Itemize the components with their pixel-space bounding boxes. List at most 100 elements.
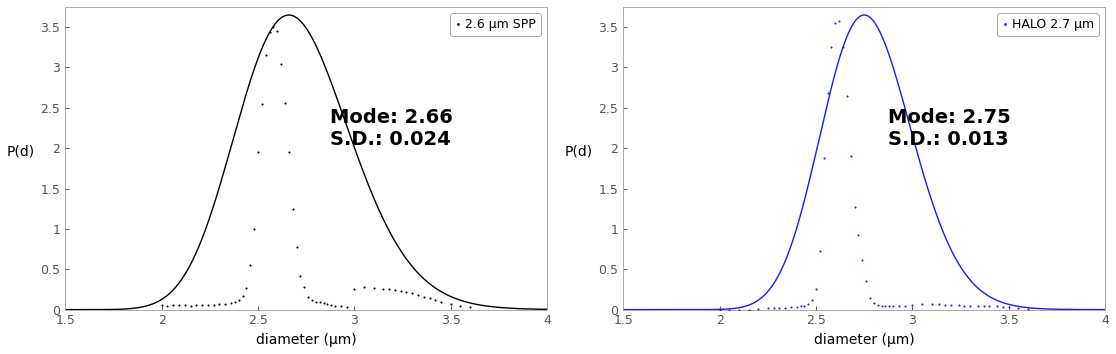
Point <box>187 302 205 308</box>
Point <box>913 301 931 307</box>
Point <box>799 301 817 307</box>
Point <box>923 301 941 307</box>
Y-axis label: P(d): P(d) <box>7 144 35 158</box>
Point <box>961 303 979 308</box>
Point <box>193 302 211 308</box>
Point <box>749 306 767 312</box>
Point <box>318 301 336 307</box>
Point <box>889 304 907 309</box>
Point <box>217 301 234 307</box>
Point <box>974 304 992 309</box>
Point <box>881 303 898 308</box>
Point <box>896 304 914 309</box>
Point <box>876 303 894 308</box>
Point <box>355 284 373 290</box>
Point <box>241 262 259 268</box>
Point <box>815 155 833 161</box>
Point <box>452 303 470 308</box>
Point <box>386 287 404 293</box>
Point <box>846 204 864 210</box>
Point <box>432 299 450 304</box>
Point <box>838 93 856 98</box>
Point <box>415 294 433 299</box>
Point <box>222 300 240 306</box>
Point <box>365 285 383 291</box>
Point <box>936 302 954 308</box>
Point <box>397 289 415 295</box>
Point <box>233 293 251 299</box>
Point <box>796 303 814 308</box>
Point <box>884 304 902 309</box>
Point <box>819 91 837 96</box>
Point <box>955 303 973 308</box>
Point <box>969 303 987 308</box>
Point <box>310 299 328 305</box>
Point <box>950 302 968 308</box>
Point <box>830 18 848 23</box>
Point <box>1019 306 1037 312</box>
Point <box>280 149 298 155</box>
Point <box>291 273 309 279</box>
Point <box>158 303 176 308</box>
Point <box>868 302 886 308</box>
Point <box>857 279 875 284</box>
Point <box>323 302 340 308</box>
Point <box>253 101 271 107</box>
Point <box>288 244 306 250</box>
Point <box>299 294 317 299</box>
Text: Mode: 2.75
S.D.: 0.013: Mode: 2.75 S.D.: 0.013 <box>888 108 1011 149</box>
Point <box>764 305 782 311</box>
Y-axis label: P(d): P(d) <box>565 144 593 158</box>
Point <box>307 299 325 304</box>
Point <box>777 305 795 311</box>
Point <box>283 206 301 212</box>
Point <box>770 305 788 311</box>
Point <box>994 304 1012 310</box>
Point <box>854 257 872 262</box>
Point <box>230 297 248 303</box>
Point <box>392 288 410 294</box>
Point <box>721 307 739 313</box>
Point <box>834 45 852 50</box>
Point <box>865 300 883 306</box>
Point <box>759 305 777 311</box>
Point <box>931 301 949 307</box>
Point <box>942 302 960 308</box>
Point <box>421 296 439 301</box>
X-axis label: diameter (μm): diameter (μm) <box>256 333 356 347</box>
Point <box>410 292 427 298</box>
Point <box>904 302 922 308</box>
Point <box>164 302 182 308</box>
Point <box>374 286 392 291</box>
Point <box>246 226 263 232</box>
Point <box>442 301 460 307</box>
Point <box>804 297 821 303</box>
Point <box>782 304 800 310</box>
Point <box>426 297 444 303</box>
Point <box>822 45 840 50</box>
Point <box>1010 305 1028 311</box>
Point <box>346 287 364 292</box>
Point <box>788 304 806 310</box>
Point <box>811 248 829 253</box>
Point <box>199 302 217 308</box>
X-axis label: diameter (μm): diameter (μm) <box>814 333 914 347</box>
Point <box>740 307 758 313</box>
Point <box>730 307 748 313</box>
Point <box>849 232 867 238</box>
Point <box>257 52 275 58</box>
Point <box>331 304 349 309</box>
Point <box>182 303 200 308</box>
Point <box>326 303 344 308</box>
Point <box>238 285 256 291</box>
Point <box>338 304 356 310</box>
Point <box>225 299 243 305</box>
Point <box>268 28 286 34</box>
Point <box>381 287 398 292</box>
Point <box>211 301 229 307</box>
Point <box>826 20 844 26</box>
Point <box>862 295 879 300</box>
Point <box>204 302 222 308</box>
Point <box>249 149 267 155</box>
Text: Mode: 2.66
S.D.: 0.024: Mode: 2.66 S.D.: 0.024 <box>330 108 453 149</box>
